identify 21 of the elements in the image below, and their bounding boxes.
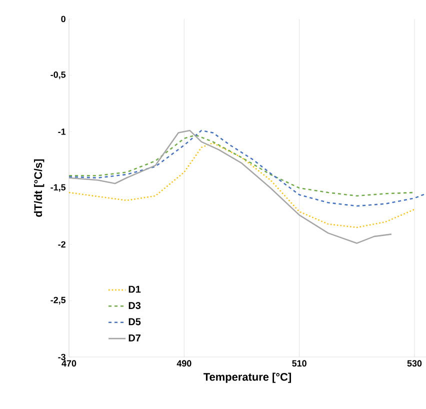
line-series — [69, 142, 416, 228]
y-tick-label: -1 — [58, 128, 66, 135]
y-tick-label: -2 — [58, 241, 66, 248]
line-series — [69, 134, 416, 197]
x-tick-label: 490 — [176, 360, 192, 367]
legend-label: D5 — [128, 318, 141, 326]
line-series — [69, 130, 392, 244]
y-tick-label: -2,5 — [50, 296, 66, 304]
legend-label: D7 — [128, 334, 140, 342]
legend-label: D1 — [128, 286, 141, 293]
x-tick-label: 530 — [407, 360, 422, 367]
y-tick-label: -0,5 — [50, 72, 66, 80]
x-tick-label: 510 — [292, 360, 306, 367]
y-tick-label: -3 — [58, 354, 66, 360]
line-series — [69, 130, 426, 207]
y-tick-label: 0 — [61, 16, 66, 22]
y-tick-label: -1,5 — [50, 184, 66, 192]
x-tick-label: 470 — [62, 360, 76, 367]
x-axis-title: Temperature [°C] — [204, 372, 291, 383]
legend-label: D3 — [128, 302, 141, 310]
y-axis-title: dT/dt [°C/s] — [34, 159, 44, 217]
